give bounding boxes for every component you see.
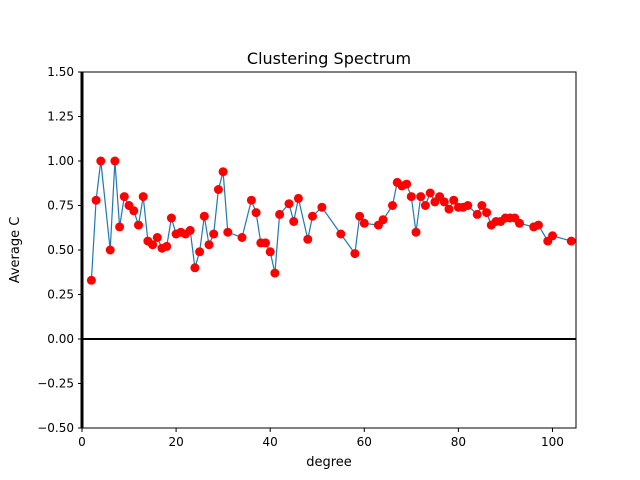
- y-tick-label: 1.25: [47, 110, 74, 124]
- data-point: [317, 202, 327, 212]
- data-point: [350, 249, 360, 259]
- data-point: [185, 225, 195, 235]
- data-point: [119, 192, 129, 202]
- plot-area: [82, 72, 576, 428]
- data-point: [388, 201, 397, 210]
- data-point: [359, 218, 369, 228]
- data-point: [378, 215, 388, 225]
- x-axis-label: degree: [306, 455, 352, 470]
- data-point: [293, 193, 303, 203]
- chart-title: Clustering Spectrum: [247, 49, 411, 68]
- data-point: [303, 234, 313, 244]
- y-tick-label: −0.50: [37, 421, 74, 435]
- data-point: [251, 208, 261, 218]
- data-point: [199, 211, 209, 221]
- data-point: [195, 247, 205, 257]
- data-point: [190, 263, 200, 273]
- data-point: [148, 240, 158, 250]
- data-point: [533, 220, 543, 230]
- data-point: [420, 201, 430, 210]
- data-point: [406, 192, 416, 202]
- data-point: [355, 211, 365, 221]
- data-point: [91, 195, 101, 205]
- data-point: [482, 208, 492, 218]
- y-axis-label: Average C: [8, 217, 23, 284]
- data-point: [275, 209, 285, 219]
- data-point: [213, 185, 223, 194]
- data-point: [166, 213, 176, 223]
- axis-ticks: 0 20 40 60 80 100 −0.50 −0.25 0.00 0.25 0.50 0.75 1.…: [37, 65, 564, 449]
- data-point: [246, 195, 256, 205]
- y-tick-label: 1.50: [47, 65, 74, 79]
- data-point: [566, 236, 576, 246]
- data-point: [416, 192, 426, 202]
- data-point: [204, 240, 214, 250]
- data-point: [425, 188, 435, 198]
- y-tick-label: 0.25: [47, 288, 74, 302]
- x-tick-label: 60: [357, 435, 372, 449]
- data-point: [449, 195, 459, 205]
- y-tick-label: −0.25: [37, 377, 74, 391]
- data-point: [86, 275, 96, 285]
- data-point: [548, 231, 557, 241]
- x-tick-label: 100: [541, 435, 564, 449]
- data-point: [129, 206, 139, 216]
- data-point: [105, 245, 115, 255]
- x-tick-label: 20: [168, 435, 183, 449]
- data-point: [284, 199, 294, 209]
- data-point: [308, 211, 317, 221]
- y-tick-label: 0.75: [47, 199, 74, 213]
- data-point: [223, 227, 233, 237]
- data-point: [477, 201, 487, 210]
- data-point: [265, 247, 275, 257]
- data-point: [115, 222, 125, 232]
- data-layer: [82, 156, 576, 340]
- data-point: [152, 233, 162, 242]
- y-tick-label: 1.00: [47, 154, 74, 168]
- data-point: [402, 179, 412, 189]
- data-point: [218, 167, 228, 177]
- data-point: [444, 204, 454, 214]
- data-point: [411, 227, 421, 237]
- data-point: [472, 209, 482, 219]
- data-point: [463, 201, 473, 210]
- x-tick-label: 40: [263, 435, 278, 449]
- data-point: [261, 238, 270, 248]
- data-point: [209, 229, 219, 239]
- data-point: [270, 268, 280, 278]
- data-point: [162, 241, 172, 251]
- data-point: [134, 220, 143, 230]
- data-point: [336, 229, 346, 239]
- data-point: [138, 192, 148, 202]
- data-point: [289, 217, 299, 226]
- data-point: [515, 218, 524, 228]
- x-tick-label: 0: [78, 435, 86, 449]
- data-point: [110, 156, 120, 166]
- x-tick-label: 80: [451, 435, 466, 449]
- y-tick-label: 0.00: [47, 332, 74, 346]
- data-point: [237, 233, 247, 242]
- data-point: [439, 197, 449, 207]
- data-point: [96, 156, 106, 166]
- y-tick-label: 0.50: [47, 243, 74, 257]
